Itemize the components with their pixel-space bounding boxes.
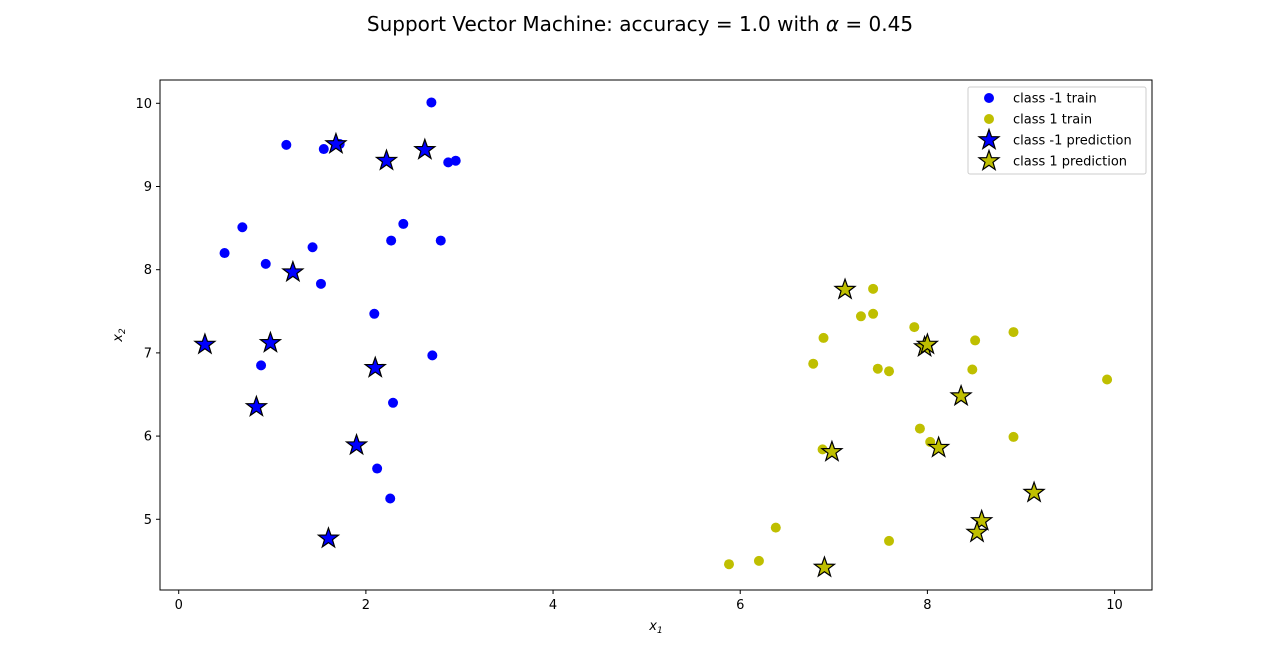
legend-label: class -1 train (1013, 92, 1097, 107)
prediction-point (316, 526, 341, 549)
prediction-point (833, 277, 857, 300)
x-tick-label: 10 (1106, 598, 1123, 613)
train-point (967, 364, 978, 375)
train-point (386, 235, 397, 246)
chart-title: Support Vector Machine: accuracy = 1.0 w… (367, 12, 913, 36)
train-point (281, 139, 292, 150)
x-tick-label: 4 (549, 598, 557, 613)
series-1 (723, 283, 1113, 570)
train-point (398, 218, 409, 229)
prediction-point (969, 508, 994, 531)
prediction-point (258, 330, 283, 353)
x-axis-label: x1 (648, 619, 662, 636)
legend-marker (984, 114, 994, 124)
prediction-point (413, 137, 437, 160)
legend-marker (984, 93, 994, 103)
x-axis: 0 2 4 6 8 10 (175, 590, 1123, 613)
train-point (388, 397, 399, 408)
train-point (909, 322, 920, 333)
y-tick-label: 8 (144, 263, 152, 278)
legend-box (967, 86, 1147, 175)
x-tick-label: 8 (923, 598, 931, 613)
series-2 (193, 131, 437, 549)
train-point (818, 332, 829, 343)
legend: class -1 train class 1 train class -1 pred… (967, 86, 1147, 175)
prediction-point (281, 259, 305, 283)
train-point (884, 366, 895, 377)
train-point (753, 555, 764, 566)
y-tick-label: 10 (135, 97, 152, 112)
prediction-point (915, 332, 940, 355)
train-point (372, 463, 383, 474)
legend-marker (977, 148, 1001, 171)
plot-frame (159, 79, 1153, 591)
train-point (385, 493, 396, 504)
train-point (1008, 431, 1019, 442)
train-point (443, 157, 454, 168)
series-3 (812, 277, 1046, 578)
train-point (307, 242, 318, 253)
prediction-point (344, 432, 369, 456)
y-tick-label: 9 (144, 180, 152, 195)
prediction-point (1022, 480, 1046, 503)
prediction-point (244, 394, 269, 417)
train-point (914, 423, 925, 434)
train-point (1102, 374, 1113, 385)
train-point (450, 155, 461, 166)
x-tick-label: 0 (175, 598, 183, 613)
plot-marks (193, 97, 1113, 578)
y-tick-label: 6 (144, 430, 152, 445)
series-0 (219, 97, 461, 504)
y-tick-label: 5 (144, 513, 152, 528)
train-point (256, 360, 267, 371)
train-point (435, 235, 446, 246)
legend-label: class 1 train (1013, 113, 1092, 128)
train-point (770, 522, 781, 533)
train-point (872, 363, 883, 374)
prediction-point (965, 520, 989, 543)
train-point (219, 248, 230, 259)
train-point (369, 308, 380, 319)
train-point (426, 97, 437, 108)
prediction-point (324, 131, 348, 155)
y-axis-label: x2 (111, 328, 128, 343)
prediction-point (812, 555, 837, 578)
x-tick-label: 2 (362, 598, 370, 613)
prediction-point (949, 383, 973, 407)
train-point (260, 258, 271, 269)
train-point (1008, 327, 1019, 338)
prediction-point (193, 332, 217, 355)
train-point (808, 358, 819, 369)
legend-label: class -1 prediction (1013, 134, 1132, 149)
prediction-point (363, 355, 387, 378)
train-point (970, 335, 981, 346)
prediction-point (374, 148, 399, 171)
train-point (723, 559, 734, 570)
train-point (855, 311, 866, 322)
train-point (237, 222, 248, 233)
y-tick-label: 7 (144, 346, 152, 361)
legend-label: class 1 prediction (1013, 155, 1127, 170)
legend-marker (977, 127, 1001, 150)
train-point (315, 278, 326, 289)
train-point (318, 144, 329, 155)
prediction-point (926, 435, 951, 458)
prediction-point (820, 439, 844, 462)
train-point (427, 350, 438, 361)
y-axis: 5 6 7 8 9 10 (135, 97, 160, 528)
train-point (868, 283, 879, 294)
x-tick-label: 6 (736, 598, 744, 613)
train-point (868, 308, 879, 319)
train-point (884, 535, 895, 546)
